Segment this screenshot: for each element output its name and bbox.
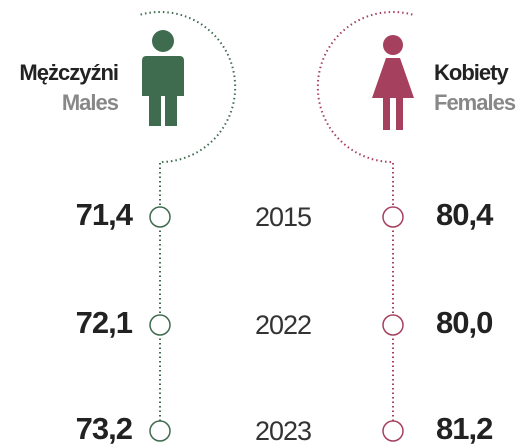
male-label-pl: Mężczyźni <box>19 60 118 85</box>
female-dot <box>382 420 404 442</box>
female-label-en: Females <box>434 90 516 115</box>
female-value: 80,4 <box>436 197 494 232</box>
male-icon <box>142 30 184 126</box>
male-value: 73,2 <box>76 411 132 446</box>
male-dot <box>149 206 171 228</box>
male-dot <box>149 420 171 442</box>
female-label-pl: Kobiety <box>434 60 509 85</box>
year: 2022 <box>255 310 311 340</box>
female-dot <box>382 206 404 228</box>
year: 2023 <box>255 416 311 446</box>
female-icon <box>372 35 414 130</box>
year: 2015 <box>255 202 311 232</box>
female-value: 81,2 <box>436 411 492 446</box>
male-arc <box>140 11 237 440</box>
male-dot <box>149 314 171 336</box>
male-label-en: Males <box>62 90 119 115</box>
male-value: 72,1 <box>76 305 133 340</box>
female-arc <box>316 11 413 440</box>
female-dot <box>382 314 404 336</box>
male-value: 71,4 <box>76 197 134 232</box>
female-value: 80,0 <box>436 305 492 340</box>
